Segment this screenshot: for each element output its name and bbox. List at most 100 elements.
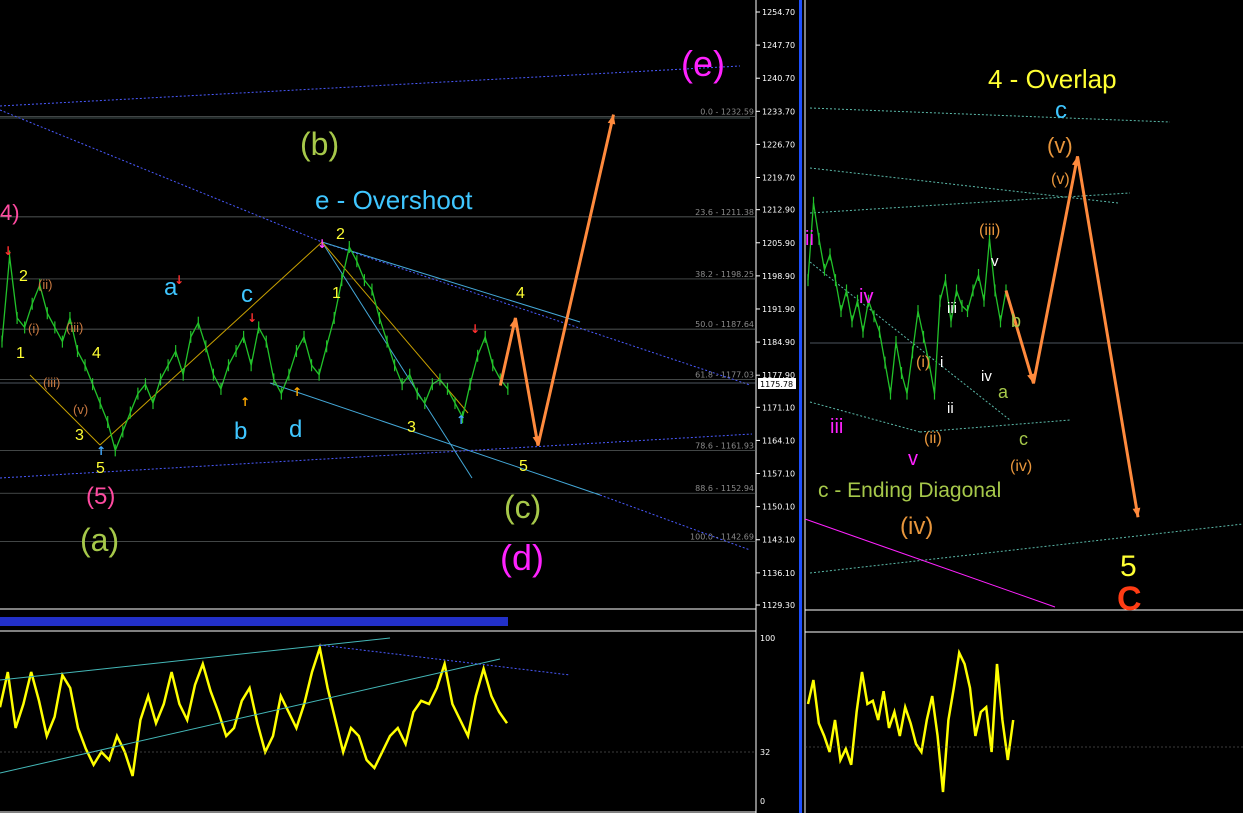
label-r-iii-paren: (iii)	[979, 222, 1000, 239]
label-r-5: 5	[1120, 550, 1137, 583]
label-r-ii-mag: ii	[805, 228, 814, 250]
label-mid-5: 5	[519, 458, 528, 475]
label-mid-4: 4	[516, 285, 525, 302]
signal-arrows: ↓ ↓ ↓ ↓ ↓ ↑ ↑ ↑ ↑	[3, 237, 480, 458]
price-series-right	[807, 196, 1007, 400]
fib-level-label: 78.6 - 1161.93	[695, 442, 754, 451]
projection-arrowhead	[607, 114, 616, 125]
osc-tick-32: 32	[760, 748, 770, 757]
label-left-4: 4	[92, 345, 101, 362]
label-left-1: 1	[16, 345, 25, 362]
price-tick-label: 1143.10	[762, 536, 795, 545]
price-tick-label: 1254.70	[762, 8, 795, 17]
label-a-big: (a)	[80, 522, 119, 558]
label-five-paren: (5)	[86, 483, 115, 510]
price-tick-label: 1177.90	[762, 371, 795, 380]
label-left-iii-2: (iii)	[43, 375, 60, 390]
label-r-v-1: (v)	[1047, 133, 1073, 158]
fib-level-label: 88.6 - 1152.94	[695, 484, 754, 493]
osc-tick-0: 0	[760, 797, 765, 806]
fib-level-label: 50.0 - 1187.64	[695, 320, 754, 329]
label-left-5: 5	[96, 460, 105, 477]
price-tick-label: 1184.90	[762, 338, 795, 347]
oscillator-line	[806, 648, 1015, 793]
right-trendlines	[804, 107, 1243, 608]
projection-arrowhead	[532, 435, 541, 446]
label-c-big: (c)	[504, 489, 541, 525]
label-left-v: (v)	[73, 402, 88, 417]
price-tick-label: 1233.70	[762, 107, 795, 116]
price-tick-label: 1219.70	[762, 174, 795, 183]
label-b-small: b	[234, 418, 247, 445]
svg-text:↓: ↓	[317, 237, 327, 251]
label-ending-diagonal: c - Ending Diagonal	[818, 479, 1001, 502]
label-mid-1: 1	[332, 285, 341, 302]
label-mid-3: 3	[407, 419, 416, 436]
price-line	[1, 245, 509, 453]
label-left-ii: (ii)	[38, 277, 52, 292]
label-r-a-green: a	[998, 382, 1009, 402]
price-tick-label: 1129.30	[762, 601, 795, 610]
label-r-i-white: i	[940, 354, 943, 371]
price-tick-label: 1150.10	[762, 503, 795, 512]
label-r-c-green: c	[1019, 429, 1028, 449]
svg-text:↓: ↓	[174, 273, 184, 287]
svg-text:↓: ↓	[247, 311, 257, 325]
projection-arrowhead	[509, 317, 518, 328]
label-r-c-top: c	[1055, 97, 1067, 124]
label-r-v-2: (v)	[1051, 171, 1070, 188]
oscillator-left	[0, 643, 509, 777]
label-r-v-white: v	[991, 253, 999, 270]
fib-level-label: 61.8 - 1177.03	[695, 370, 754, 379]
projection-arrowhead	[1071, 156, 1080, 167]
label-left-iii: (iii)	[66, 320, 83, 335]
oscillator-trendlines	[0, 637, 1243, 774]
label-left-i: (i)	[28, 321, 40, 336]
label-a-small: a	[164, 274, 178, 301]
price-tick-label: 1191.90	[762, 305, 795, 314]
svg-text:↑: ↑	[456, 413, 466, 427]
label-r-iv-big: (iv)	[900, 513, 933, 540]
oscillator-line	[0, 643, 509, 777]
label-b-big: (b)	[300, 126, 339, 162]
price-line	[807, 202, 1007, 394]
panel-separator	[799, 0, 802, 813]
current-price-label: 1175.78	[760, 380, 793, 389]
volume-strip	[0, 617, 508, 626]
projection-arrowhead	[1132, 507, 1141, 518]
label-r-b-green: b	[1011, 311, 1021, 331]
label-d-big: (d)	[500, 537, 544, 578]
label-left-3: 3	[75, 427, 84, 444]
price-tick-label: 1240.70	[762, 74, 795, 83]
svg-text:↑: ↑	[96, 444, 106, 458]
price-series-left	[1, 241, 509, 457]
label-r-iii-mag: iii	[830, 416, 843, 438]
label-r-ii-paren: (ii)	[924, 430, 942, 447]
price-tick-label: 1247.70	[762, 41, 795, 50]
current-price-box	[758, 378, 796, 389]
price-tick-label: 1205.90	[762, 239, 795, 248]
projection-arrows	[498, 114, 1141, 518]
svg-text:↑: ↑	[292, 385, 302, 399]
projection-path	[1004, 156, 1140, 518]
label-overlap: 4 - Overlap	[988, 64, 1117, 94]
label-r-iv-mag: iv	[859, 286, 873, 308]
label-e-overshoot: e - Overshoot	[315, 185, 473, 215]
svg-text:↓: ↓	[3, 244, 13, 258]
label-d-small: d	[289, 416, 302, 443]
fib-level-label: 38.2 - 1198.25	[695, 270, 754, 279]
projection-path	[498, 114, 615, 446]
label-mid-2: 2	[336, 226, 345, 243]
label-left-2: 2	[19, 268, 28, 285]
fibonacci-levels: 0.0 - 1232.59 23.6 - 1211.38 38.2 - 1198.2…	[0, 108, 756, 543]
price-tick-label: 1157.10	[762, 470, 795, 479]
label-r-v-mag: v	[908, 448, 918, 470]
label-r-iv-white: iv	[981, 368, 992, 385]
fib-level-label: 23.6 - 1211.38	[695, 208, 754, 217]
fib-level-label: 0.0 - 1232.59	[700, 108, 754, 117]
price-tick-label: 1171.10	[762, 403, 795, 412]
oscillator-right	[806, 648, 1015, 793]
label-r-iv-paren-o: (iv)	[1010, 458, 1032, 475]
